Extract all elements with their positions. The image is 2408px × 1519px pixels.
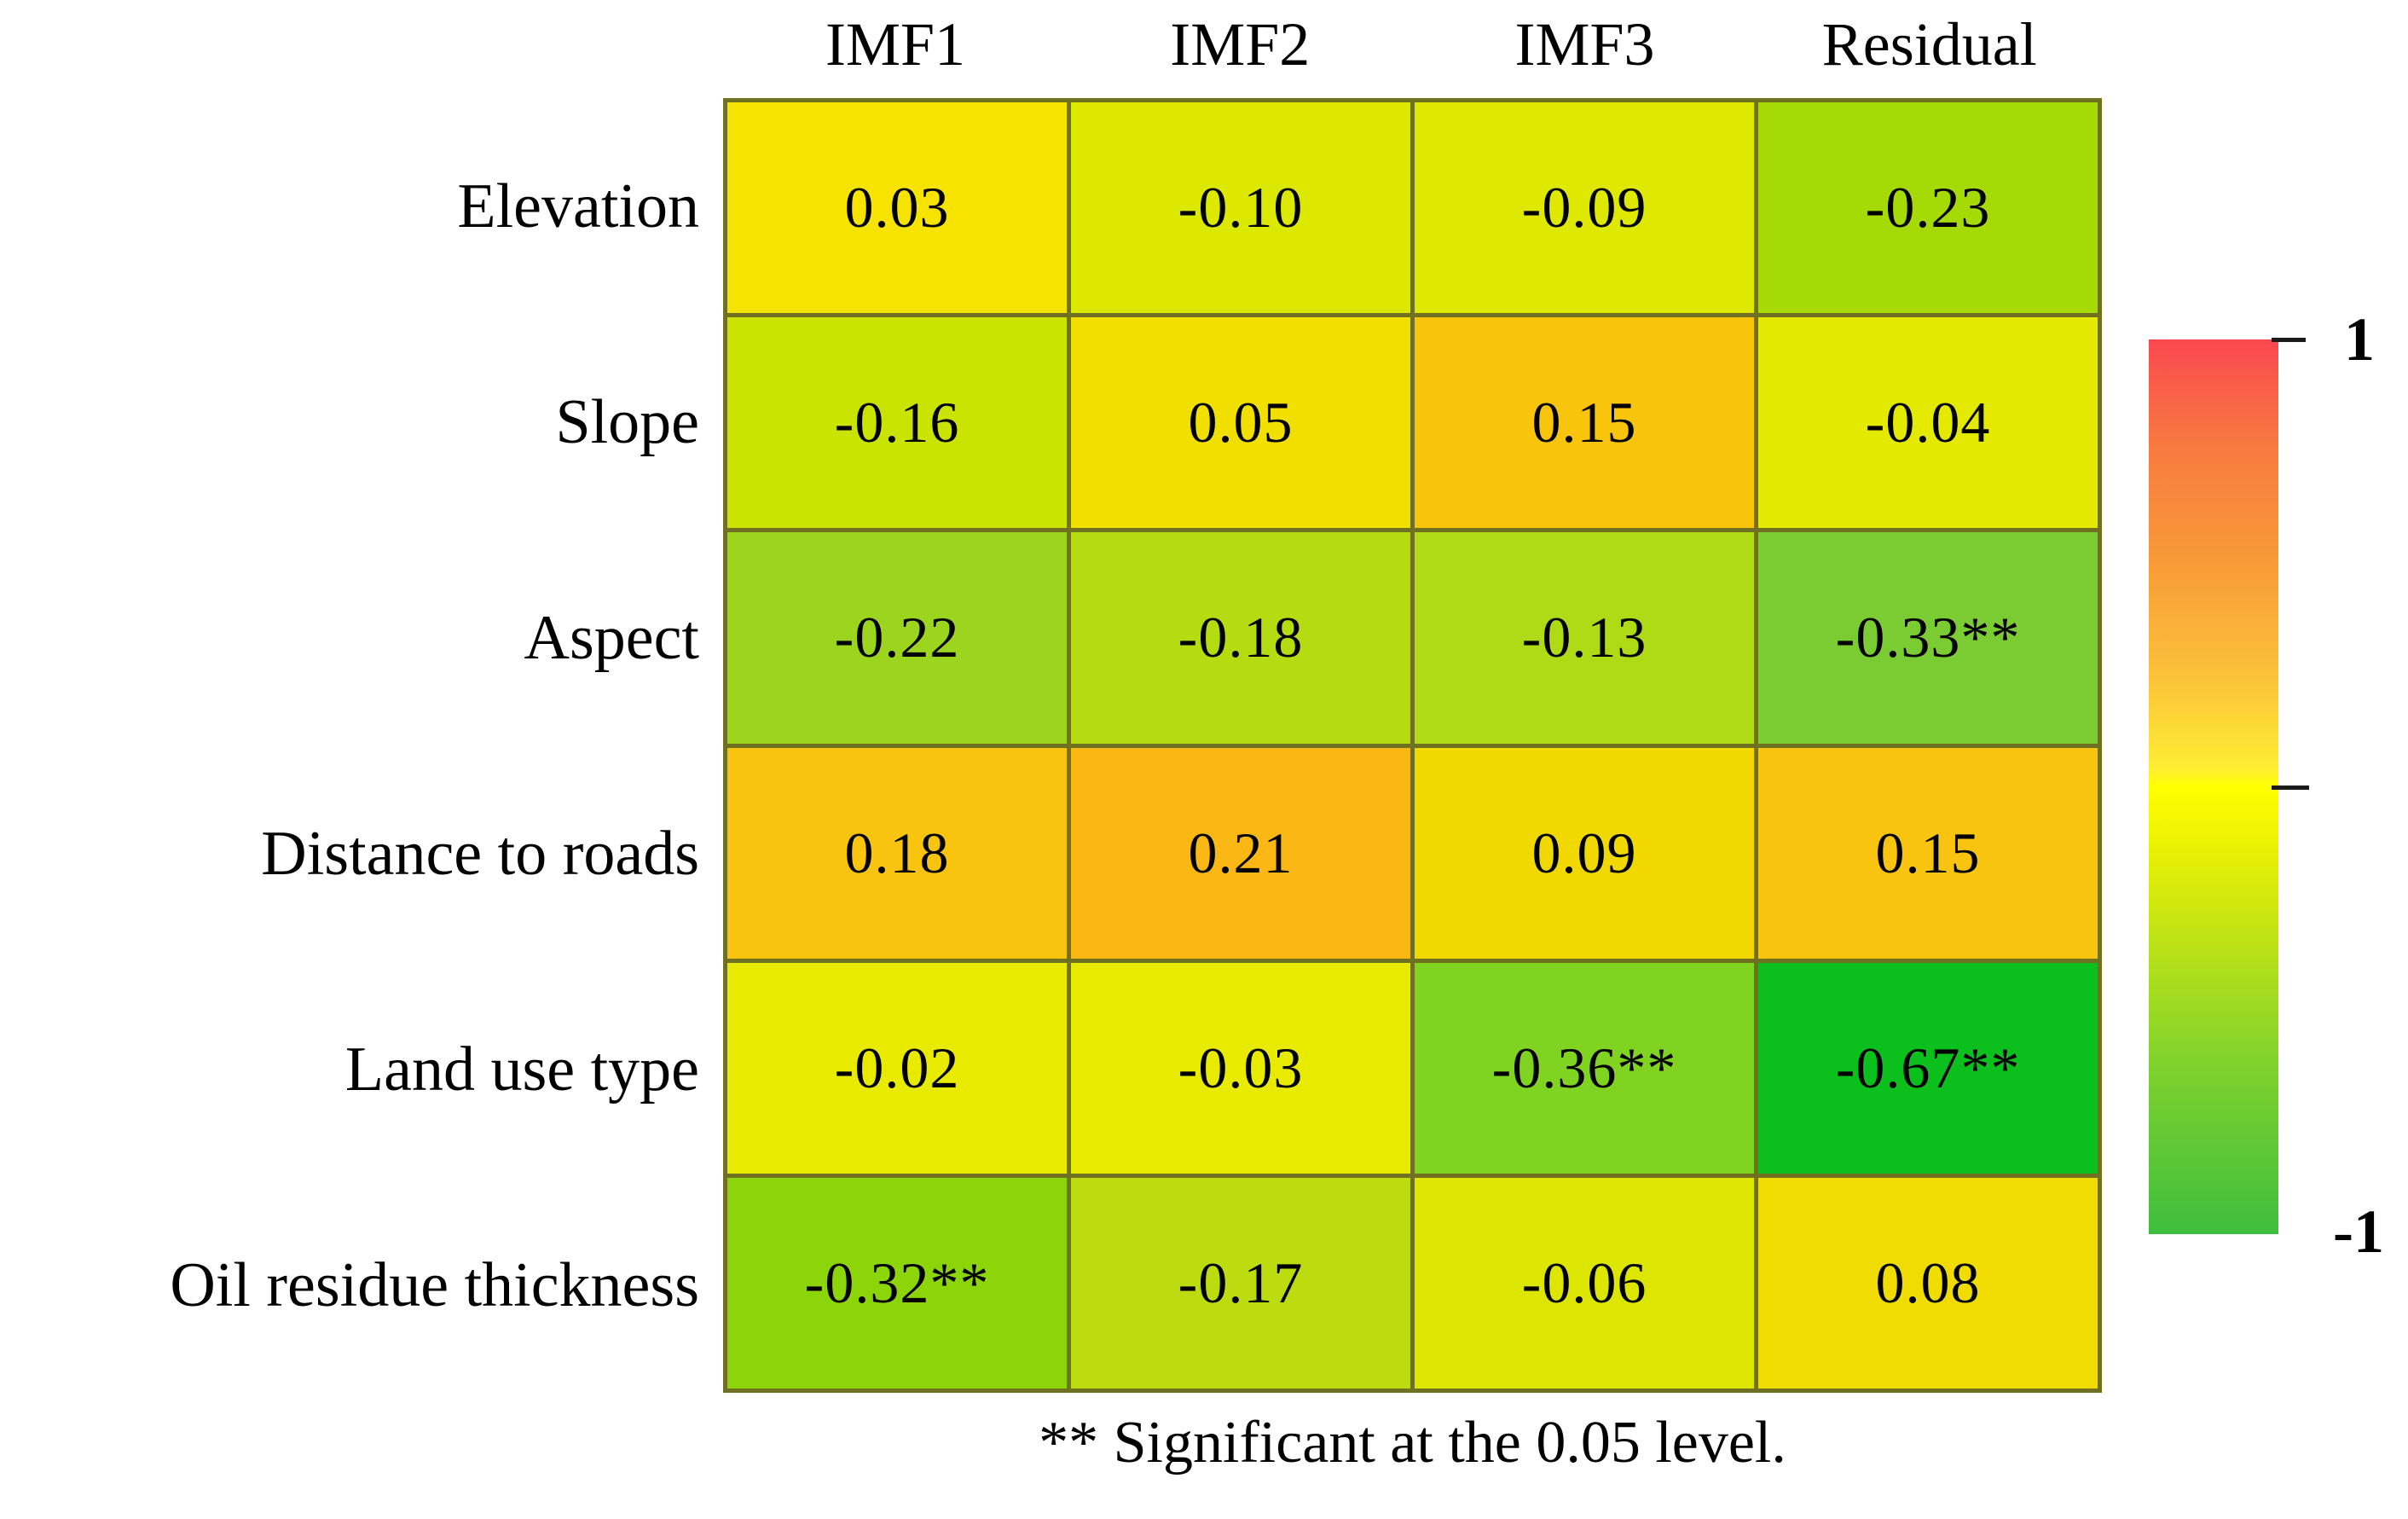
- row-label-aspect: Aspect: [524, 602, 700, 673]
- row-label-elevation: Elevation: [457, 171, 699, 241]
- heatmap-cell-land-use-type-imf2: -0.03: [1071, 962, 1410, 1174]
- heatmap-cell-elevation-residual: -0.23: [1758, 102, 2098, 314]
- row-label-oil-residue-thickness: Oil residue thickness: [170, 1249, 699, 1320]
- colorbar-max-label: 1: [2344, 305, 2375, 374]
- heatmap-cell-oil-residue-thickness-imf2: -0.17: [1071, 1177, 1410, 1389]
- heatmap-cell-oil-residue-thickness-imf3: -0.06: [1415, 1177, 1754, 1389]
- heatmap-cell-aspect-imf2: -0.18: [1071, 532, 1410, 744]
- column-header-residual: Residual: [1821, 10, 2037, 78]
- heatmap-cell-land-use-type-residual: -0.67**: [1758, 962, 2098, 1174]
- heatmap-cell-slope-imf2: 0.05: [1071, 317, 1410, 529]
- row-label-land-use-type: Land use type: [344, 1034, 699, 1104]
- colorbar: [2149, 339, 2278, 1234]
- heatmap-cell-elevation-imf1: 0.03: [727, 102, 1067, 314]
- heatmap-cell-distance-to-roads-imf2: 0.21: [1071, 747, 1410, 959]
- column-header-imf1: IMF1: [825, 10, 966, 78]
- heatmap-cell-aspect-residual: -0.33**: [1758, 532, 2098, 744]
- colorbar-tick-zero: [2272, 786, 2309, 790]
- heatmap-cell-land-use-type-imf3: -0.36**: [1415, 962, 1754, 1174]
- heatmap-cell-distance-to-roads-imf3: 0.09: [1415, 747, 1754, 959]
- heatmap-cell-elevation-imf3: -0.09: [1415, 102, 1754, 314]
- heatmap-cell-oil-residue-thickness-residual: 0.08: [1758, 1177, 2098, 1389]
- significance-footnote: ** Significant at the 0.05 level.: [1039, 1410, 1786, 1476]
- row-label-distance-to-roads: Distance to roads: [261, 818, 699, 889]
- heatmap-cell-elevation-imf2: -0.10: [1071, 102, 1410, 314]
- heatmap-cell-land-use-type-imf1: -0.02: [727, 962, 1067, 1174]
- column-header-imf3: IMF3: [1514, 10, 1655, 78]
- heatmap-cell-slope-imf1: -0.16: [727, 317, 1067, 529]
- heatmap-grid: 0.03 -0.10 -0.09 -0.23 -0.16 0.05 0.15 -0.04 -0.…: [723, 98, 2102, 1393]
- colorbar-min-label: -1: [2333, 1197, 2384, 1266]
- colorbar-tick-max: [2272, 338, 2306, 342]
- heatmap-cell-distance-to-roads-residual: 0.15: [1758, 747, 2098, 959]
- heatmap-cell-aspect-imf3: -0.13: [1415, 532, 1754, 744]
- heatmap-cell-slope-imf3: 0.15: [1415, 317, 1754, 529]
- heatmap-cell-oil-residue-thickness-imf1: -0.32**: [727, 1177, 1067, 1389]
- heatmap-cell-aspect-imf1: -0.22: [727, 532, 1067, 744]
- row-label-slope: Slope: [555, 386, 699, 457]
- heatmap-cell-slope-residual: -0.04: [1758, 317, 2098, 529]
- heatmap-cell-distance-to-roads-imf1: 0.18: [727, 747, 1067, 959]
- column-header-imf2: IMF2: [1170, 10, 1311, 78]
